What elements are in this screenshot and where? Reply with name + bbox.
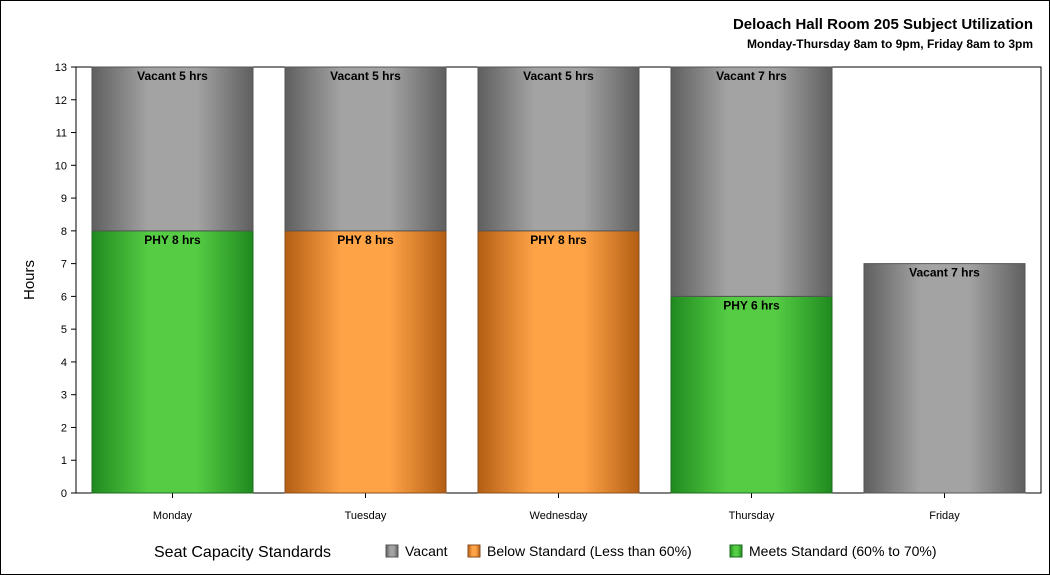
bar-segment-vacant [284, 66, 447, 232]
y-tick-label: 1 [61, 455, 67, 467]
legend-label-below: Below Standard (Less than 60%) [487, 543, 692, 559]
x-tick-label: Thursday [729, 510, 775, 522]
y-tick-label: 12 [55, 95, 67, 107]
data-label: PHY 8 hrs [530, 233, 587, 247]
y-tick-label: 3 [61, 390, 67, 402]
legend-label-meets: Meets Standard (60% to 70%) [749, 543, 937, 559]
x-tick-label: Friday [929, 510, 960, 522]
data-label: PHY 6 hrs [723, 298, 780, 312]
bar-segment-vacant [670, 66, 833, 297]
y-tick-label: 0 [61, 488, 67, 500]
y-tick-label: 11 [56, 128, 67, 140]
data-label: Vacant 5 hrs [137, 69, 208, 83]
y-tick-label: 13 [55, 62, 67, 74]
y-tick-label: 9 [61, 193, 67, 205]
y-tick-label: 8 [61, 226, 67, 238]
legend-swatch-vacant [385, 544, 399, 558]
bar-segment-meets [91, 230, 254, 494]
bar-segment-vacant [863, 263, 1026, 494]
legend-swatch-meets [729, 544, 743, 558]
data-label: Vacant 5 hrs [523, 69, 594, 83]
y-tick-label: 2 [61, 422, 67, 434]
x-tick-label: Monday [153, 510, 193, 522]
chart-title: Deloach Hall Room 205 Subject Utilizatio… [733, 16, 1033, 33]
data-label: Vacant 7 hrs [716, 69, 787, 83]
data-label: PHY 8 hrs [144, 233, 201, 247]
legend-label-vacant: Vacant [405, 543, 448, 559]
bar-segment-vacant [477, 66, 640, 232]
y-tick-label: 5 [61, 324, 67, 336]
data-label: Vacant 5 hrs [330, 69, 401, 83]
y-axis-title: Hours [21, 260, 38, 300]
data-label: Vacant 7 hrs [909, 266, 980, 280]
chart-subtitle: Monday-Thursday 8am to 9pm, Friday 8am t… [747, 37, 1033, 51]
y-tick-label: 6 [61, 291, 67, 303]
bar-segment-meets [670, 295, 833, 494]
x-tick-label: Wednesday [530, 510, 588, 522]
bar-segment-below [477, 230, 640, 494]
y-tick-label: 10 [55, 160, 67, 172]
data-label: PHY 8 hrs [337, 233, 394, 247]
x-tick-label: Tuesday [345, 510, 387, 522]
bar-segment-below [284, 230, 447, 494]
bar-segment-vacant [91, 66, 254, 232]
legend-swatch-below [467, 544, 481, 558]
y-tick-label: 4 [61, 357, 67, 369]
y-tick-label: 7 [61, 259, 67, 271]
legend-title: Seat Capacity Standards [154, 544, 331, 561]
legend: Seat Capacity Standards Vacant Below Stand… [154, 543, 937, 561]
